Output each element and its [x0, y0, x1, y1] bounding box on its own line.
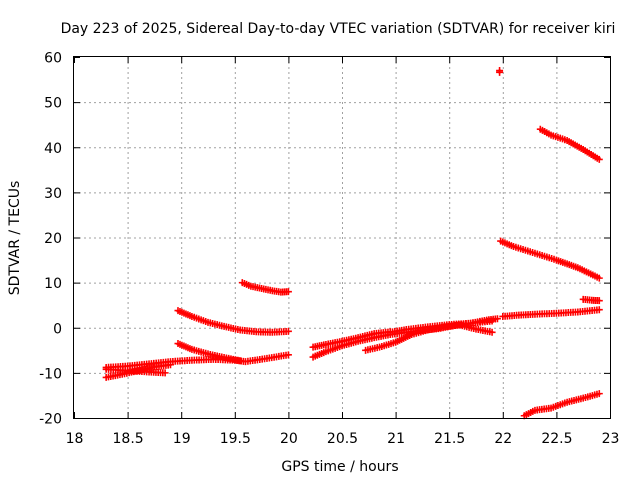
y-tick-label: 30 — [44, 186, 62, 202]
data-point — [595, 390, 603, 398]
data-series — [174, 307, 292, 336]
y-tick-label: 10 — [44, 276, 62, 292]
data-point — [595, 297, 603, 305]
data-point — [595, 274, 603, 282]
data-series — [579, 295, 603, 305]
data-series — [499, 306, 603, 320]
axis-ticks — [74, 57, 611, 419]
data-series — [238, 279, 292, 296]
data-point — [161, 369, 169, 377]
x-axis-title: GPS time / hours — [281, 459, 398, 475]
x-tick-label: 20 — [280, 431, 298, 447]
data-series — [174, 340, 244, 365]
x-tick-label: 23 — [602, 431, 620, 447]
data-point — [496, 68, 504, 76]
y-tick-label: 20 — [44, 231, 62, 247]
data-point — [488, 328, 496, 336]
data-marks — [102, 67, 603, 420]
data-series — [496, 67, 504, 76]
y-tick-label: 40 — [44, 141, 62, 157]
data-point — [493, 315, 501, 323]
y-tick-label: 0 — [53, 321, 62, 337]
data-point — [284, 351, 292, 359]
y-tick-label: 60 — [44, 51, 62, 67]
grid — [74, 57, 610, 418]
x-tick-label: 19.5 — [220, 431, 251, 447]
data-point — [236, 357, 244, 365]
y-tick-label: -20 — [39, 412, 62, 428]
x-tick-label: 21 — [387, 431, 405, 447]
y-tick-labels: -20 -10 0 10 20 30 40 50 60 — [39, 51, 62, 428]
y-axis-title: SDTVAR / TECUs — [7, 181, 23, 296]
x-tick-label: 18.5 — [113, 431, 144, 447]
x-tick-label: 20.5 — [327, 431, 358, 447]
y-tick-label: 50 — [44, 96, 62, 112]
data-series — [309, 328, 394, 351]
x-tick-label: 19 — [173, 431, 191, 447]
data-series — [102, 351, 292, 371]
x-tick-label: 22.5 — [541, 431, 572, 447]
data-point — [595, 306, 603, 314]
x-tick-labels: 18 18.5 19 19.5 20 20.5 21 21.5 22 22.5 23 — [66, 431, 620, 447]
data-series — [497, 237, 603, 282]
data-point — [595, 155, 603, 163]
chart-title: Day 223 of 2025, Sidereal Day-to-day VTE… — [61, 21, 616, 37]
y-tick-label: -10 — [39, 366, 62, 382]
data-point — [488, 317, 496, 325]
data-series — [536, 125, 603, 163]
x-tick-label: 21.5 — [434, 431, 465, 447]
x-tick-label: 22 — [494, 431, 512, 447]
x-tick-label: 18 — [66, 431, 84, 447]
data-point — [284, 327, 292, 335]
plot-frame — [73, 56, 611, 419]
data-series — [386, 317, 496, 336]
data-point — [284, 288, 292, 296]
data-series — [520, 390, 603, 420]
